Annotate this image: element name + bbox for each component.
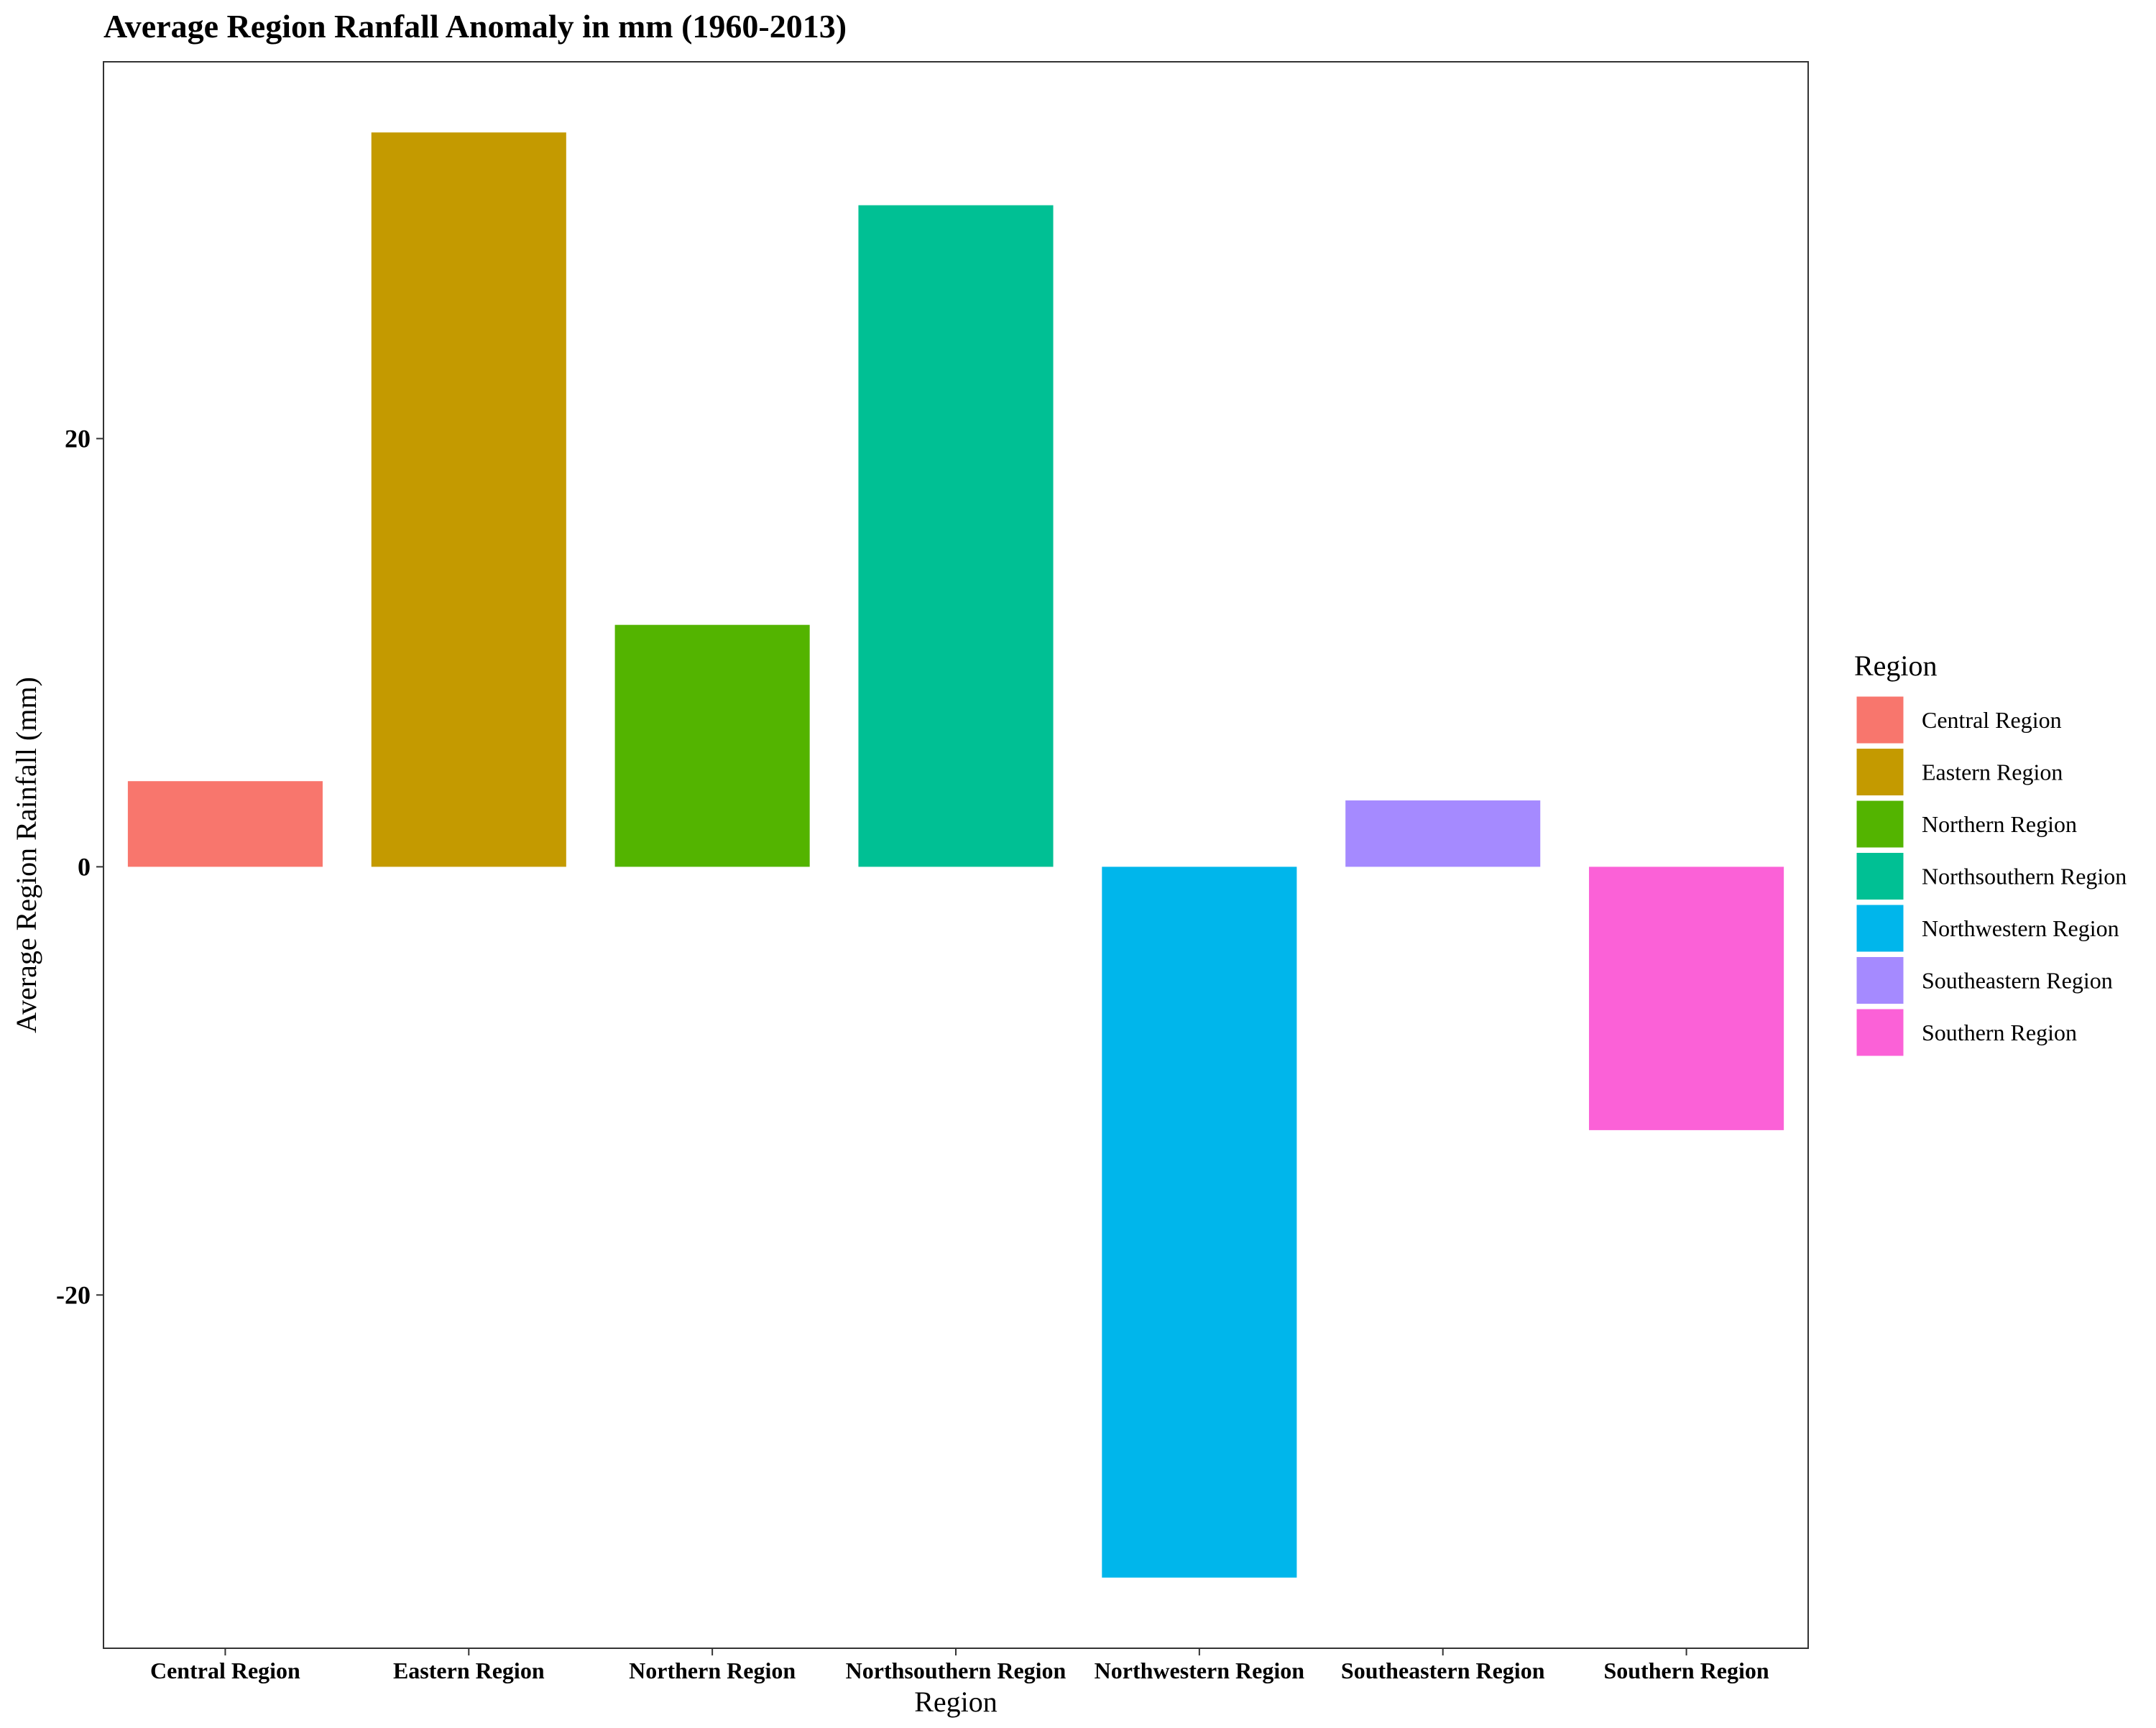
y-tick-label: -20 (56, 1280, 91, 1309)
x-tick-label: Southern Region (1603, 1658, 1769, 1683)
legend-item-southern-region: Southern Region (1854, 1007, 2077, 1058)
legend-swatch (1854, 902, 1906, 954)
legend-label: Northern Region (1922, 811, 2077, 837)
bar-northern-region (614, 624, 810, 867)
x-tick-label: Northsouthern Region (846, 1658, 1067, 1683)
x-axis: Central Region Eastern Region Northern Reg… (150, 1648, 1769, 1683)
legend-label: Central Region (1922, 707, 2062, 733)
x-tick-label: Central Region (150, 1658, 300, 1683)
bars-layer (127, 132, 1784, 1578)
legend-item-central-region: Central Region (1854, 694, 2062, 746)
legend-label: Southern Region (1922, 1020, 2077, 1045)
legend-item-northwestern-region: Northwestern Region (1854, 902, 2119, 954)
chart-title: Average Region Ranfall Anomaly in mm (19… (103, 8, 847, 45)
legend-item-southeastern-region: Southeastern Region (1854, 955, 2113, 1006)
legend-swatch (1854, 851, 1906, 902)
legend-item-northern-region: Northern Region (1854, 798, 2077, 850)
bar-northsouthern-region (858, 205, 1054, 867)
legend-label: Southeastern Region (1922, 968, 2113, 994)
legend-swatch (1854, 798, 1906, 850)
x-tick-label: Eastern Region (393, 1658, 545, 1683)
y-tick-label: 20 (65, 424, 91, 453)
x-tick-label: Northwestern Region (1095, 1658, 1305, 1683)
y-axis-title: Average Region Rainfall (mm) (10, 677, 42, 1033)
bar-southern-region (1589, 867, 1784, 1130)
legend-items: Central Region Eastern Region Northern Reg… (1854, 694, 2127, 1058)
x-tick-label: Southeastern Region (1341, 1658, 1545, 1683)
legend-title: Region (1854, 650, 1938, 682)
legend-label: Northsouthern Region (1922, 864, 2127, 890)
legend-swatch (1854, 1007, 1906, 1058)
x-tick-label: Northern Region (629, 1658, 796, 1683)
y-axis: -20 0 20 (56, 424, 103, 1309)
bar-central-region (127, 781, 323, 867)
y-tick-label: 0 (78, 852, 91, 881)
legend-swatch (1854, 747, 1906, 798)
legend-swatch (1854, 694, 1906, 746)
legend-item-northsouthern-region: Northsouthern Region (1854, 851, 2127, 902)
x-axis-title: Region (914, 1686, 998, 1718)
legend: Region Central Region Eastern Region North… (1854, 650, 2127, 1058)
legend-swatch (1854, 955, 1906, 1006)
legend-label: Eastern Region (1922, 759, 2063, 785)
legend-item-eastern-region: Eastern Region (1854, 747, 2063, 798)
legend-label: Northwestern Region (1922, 915, 2119, 941)
bar-southeastern-region (1345, 800, 1541, 867)
bar-eastern-region (371, 132, 566, 867)
bar-northwestern-region (1102, 867, 1297, 1578)
